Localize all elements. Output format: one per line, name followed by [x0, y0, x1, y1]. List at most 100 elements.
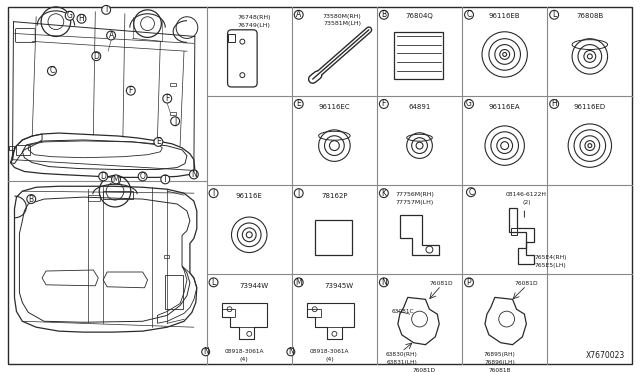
Text: 08918-3061A: 08918-3061A: [225, 349, 264, 354]
Text: O: O: [140, 172, 145, 181]
Text: 76081B: 76081B: [488, 368, 511, 372]
Bar: [17, 145, 30, 155]
Text: D: D: [100, 172, 106, 181]
Text: 765E5(LH): 765E5(LH): [534, 263, 566, 268]
Text: N: N: [203, 347, 209, 356]
Text: L: L: [211, 278, 216, 287]
Text: I: I: [105, 5, 108, 15]
Text: 76081D: 76081D: [515, 281, 538, 286]
Circle shape: [550, 10, 559, 19]
Text: 76895(RH): 76895(RH): [484, 352, 516, 357]
Text: F: F: [129, 86, 133, 95]
Text: F: F: [165, 94, 170, 103]
Text: A: A: [296, 10, 301, 19]
Circle shape: [65, 11, 74, 20]
Circle shape: [111, 175, 120, 184]
Circle shape: [209, 278, 218, 287]
Text: 96116E: 96116E: [236, 193, 262, 199]
Circle shape: [287, 348, 295, 356]
Bar: [221, 309, 236, 317]
Circle shape: [294, 100, 303, 108]
Circle shape: [209, 189, 218, 198]
Text: 76748(RH): 76748(RH): [237, 16, 271, 20]
Circle shape: [380, 189, 388, 198]
Bar: [8, 146, 15, 150]
Circle shape: [99, 172, 108, 181]
Text: A: A: [108, 31, 114, 40]
Text: I: I: [212, 189, 214, 198]
Text: 76804Q: 76804Q: [406, 13, 433, 19]
Text: G: G: [67, 11, 72, 20]
Bar: [164, 255, 169, 258]
Text: 63081C: 63081C: [392, 309, 415, 314]
Bar: [511, 228, 518, 235]
Circle shape: [189, 170, 198, 179]
Text: (4): (4): [325, 357, 334, 362]
Text: C: C: [467, 10, 472, 19]
Text: 76808B: 76808B: [576, 13, 604, 19]
Circle shape: [154, 138, 163, 146]
Text: N: N: [381, 278, 387, 287]
Text: C: C: [468, 188, 474, 197]
Circle shape: [163, 94, 172, 103]
Circle shape: [294, 278, 303, 287]
Text: 76081D: 76081D: [413, 368, 436, 372]
Text: L: L: [552, 10, 556, 19]
Circle shape: [161, 175, 170, 184]
Circle shape: [465, 278, 474, 287]
Text: E: E: [296, 99, 301, 109]
Text: 96116EC: 96116EC: [319, 104, 350, 110]
Text: H: H: [551, 99, 557, 109]
Text: D: D: [93, 52, 99, 61]
Circle shape: [126, 86, 135, 95]
Circle shape: [202, 348, 210, 356]
Bar: [170, 112, 176, 115]
Bar: [307, 309, 321, 317]
Text: 64891: 64891: [408, 104, 431, 110]
Bar: [103, 191, 132, 199]
Bar: [326, 327, 342, 339]
Bar: [88, 195, 100, 201]
Text: 77756M(RH): 77756M(RH): [395, 192, 434, 197]
Text: M: M: [113, 175, 119, 184]
Bar: [165, 275, 183, 310]
Circle shape: [465, 10, 474, 19]
Text: 08918-3061A: 08918-3061A: [310, 349, 349, 354]
Text: M: M: [296, 278, 302, 287]
Text: 08146-6122H: 08146-6122H: [506, 192, 547, 197]
Text: 73944W: 73944W: [239, 283, 269, 289]
Text: 76896(LH): 76896(LH): [484, 360, 515, 365]
Circle shape: [550, 100, 559, 108]
Text: 96116EA: 96116EA: [489, 104, 520, 110]
Circle shape: [380, 10, 388, 19]
Circle shape: [380, 278, 388, 287]
Text: J: J: [174, 117, 176, 126]
Bar: [170, 83, 176, 86]
Text: 96116ED: 96116ED: [574, 104, 606, 110]
Text: B: B: [381, 10, 387, 19]
Text: 96116EB: 96116EB: [489, 13, 520, 19]
Text: H: H: [79, 14, 84, 23]
Circle shape: [294, 189, 303, 198]
Bar: [315, 220, 352, 256]
Text: K: K: [381, 189, 387, 198]
FancyBboxPatch shape: [228, 30, 257, 87]
Circle shape: [47, 67, 56, 76]
Circle shape: [138, 172, 147, 181]
Text: (4): (4): [240, 357, 249, 362]
Circle shape: [294, 10, 303, 19]
Text: N: N: [191, 170, 196, 179]
Text: G: G: [466, 99, 472, 109]
Text: E: E: [156, 137, 161, 147]
Bar: [394, 32, 443, 79]
Text: X7670023: X7670023: [586, 351, 625, 360]
Circle shape: [171, 117, 180, 126]
Text: 76081D: 76081D: [429, 281, 453, 286]
Text: 76749(LH): 76749(LH): [237, 23, 271, 28]
Circle shape: [102, 6, 111, 14]
Text: 63831(LH): 63831(LH): [387, 360, 417, 365]
Text: (2): (2): [522, 200, 531, 205]
Circle shape: [107, 31, 115, 40]
Text: 765E4(RH): 765E4(RH): [534, 255, 567, 260]
Circle shape: [92, 52, 100, 61]
